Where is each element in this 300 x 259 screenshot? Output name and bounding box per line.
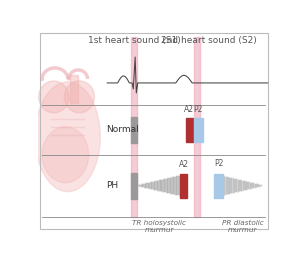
Bar xyxy=(214,174,223,198)
Bar xyxy=(130,117,137,143)
Text: 2nd heart sound (S2): 2nd heart sound (S2) xyxy=(160,35,256,45)
Ellipse shape xyxy=(39,81,69,113)
Bar xyxy=(181,174,188,198)
Ellipse shape xyxy=(64,81,94,113)
Bar xyxy=(130,173,137,199)
Text: P2: P2 xyxy=(194,105,203,114)
Text: A2: A2 xyxy=(184,105,194,114)
Bar xyxy=(70,75,78,103)
Text: 1st heart sound (S1): 1st heart sound (S1) xyxy=(88,35,180,45)
Text: Normal: Normal xyxy=(106,125,139,134)
Bar xyxy=(131,37,137,217)
Bar xyxy=(194,37,200,217)
Text: A2: A2 xyxy=(179,160,189,169)
Text: PR diastolic
murmur: PR diastolic murmur xyxy=(222,220,264,233)
Text: TR holosystolic
murmur: TR holosystolic murmur xyxy=(132,220,186,233)
Bar xyxy=(194,118,203,142)
Bar xyxy=(186,118,193,142)
Ellipse shape xyxy=(35,82,100,192)
Text: PH: PH xyxy=(106,181,118,190)
Ellipse shape xyxy=(42,127,89,183)
Text: P2: P2 xyxy=(214,159,223,168)
